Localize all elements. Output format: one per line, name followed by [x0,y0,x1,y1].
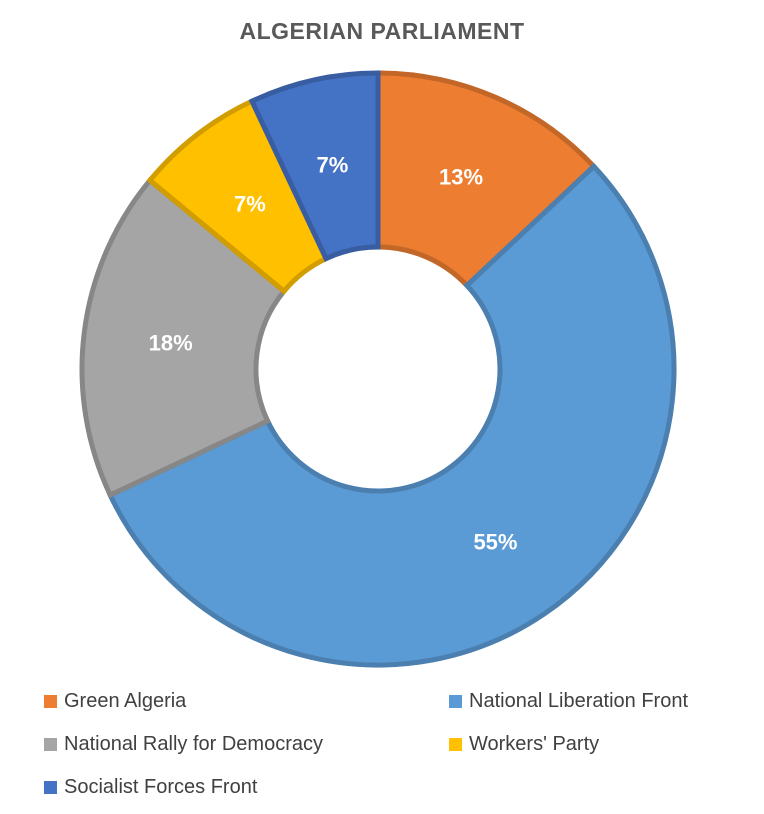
data-label-green-algeria: 13% [439,165,483,190]
slice-national-liberation-front [106,162,677,668]
slice-national-rally-for-democracy [79,176,288,499]
data-label-socialist-forces-front: 7% [317,153,349,178]
slice-socialist-forces-front [248,70,381,262]
data-label-national-rally-for-democracy: 18% [149,330,193,355]
chart-title: ALGERIAN PARLIAMENT [239,18,525,44]
data-label-workers-party: 7% [234,191,266,216]
data-label-national-liberation-front: 55% [473,529,517,554]
slice-green-algeria [375,70,598,290]
